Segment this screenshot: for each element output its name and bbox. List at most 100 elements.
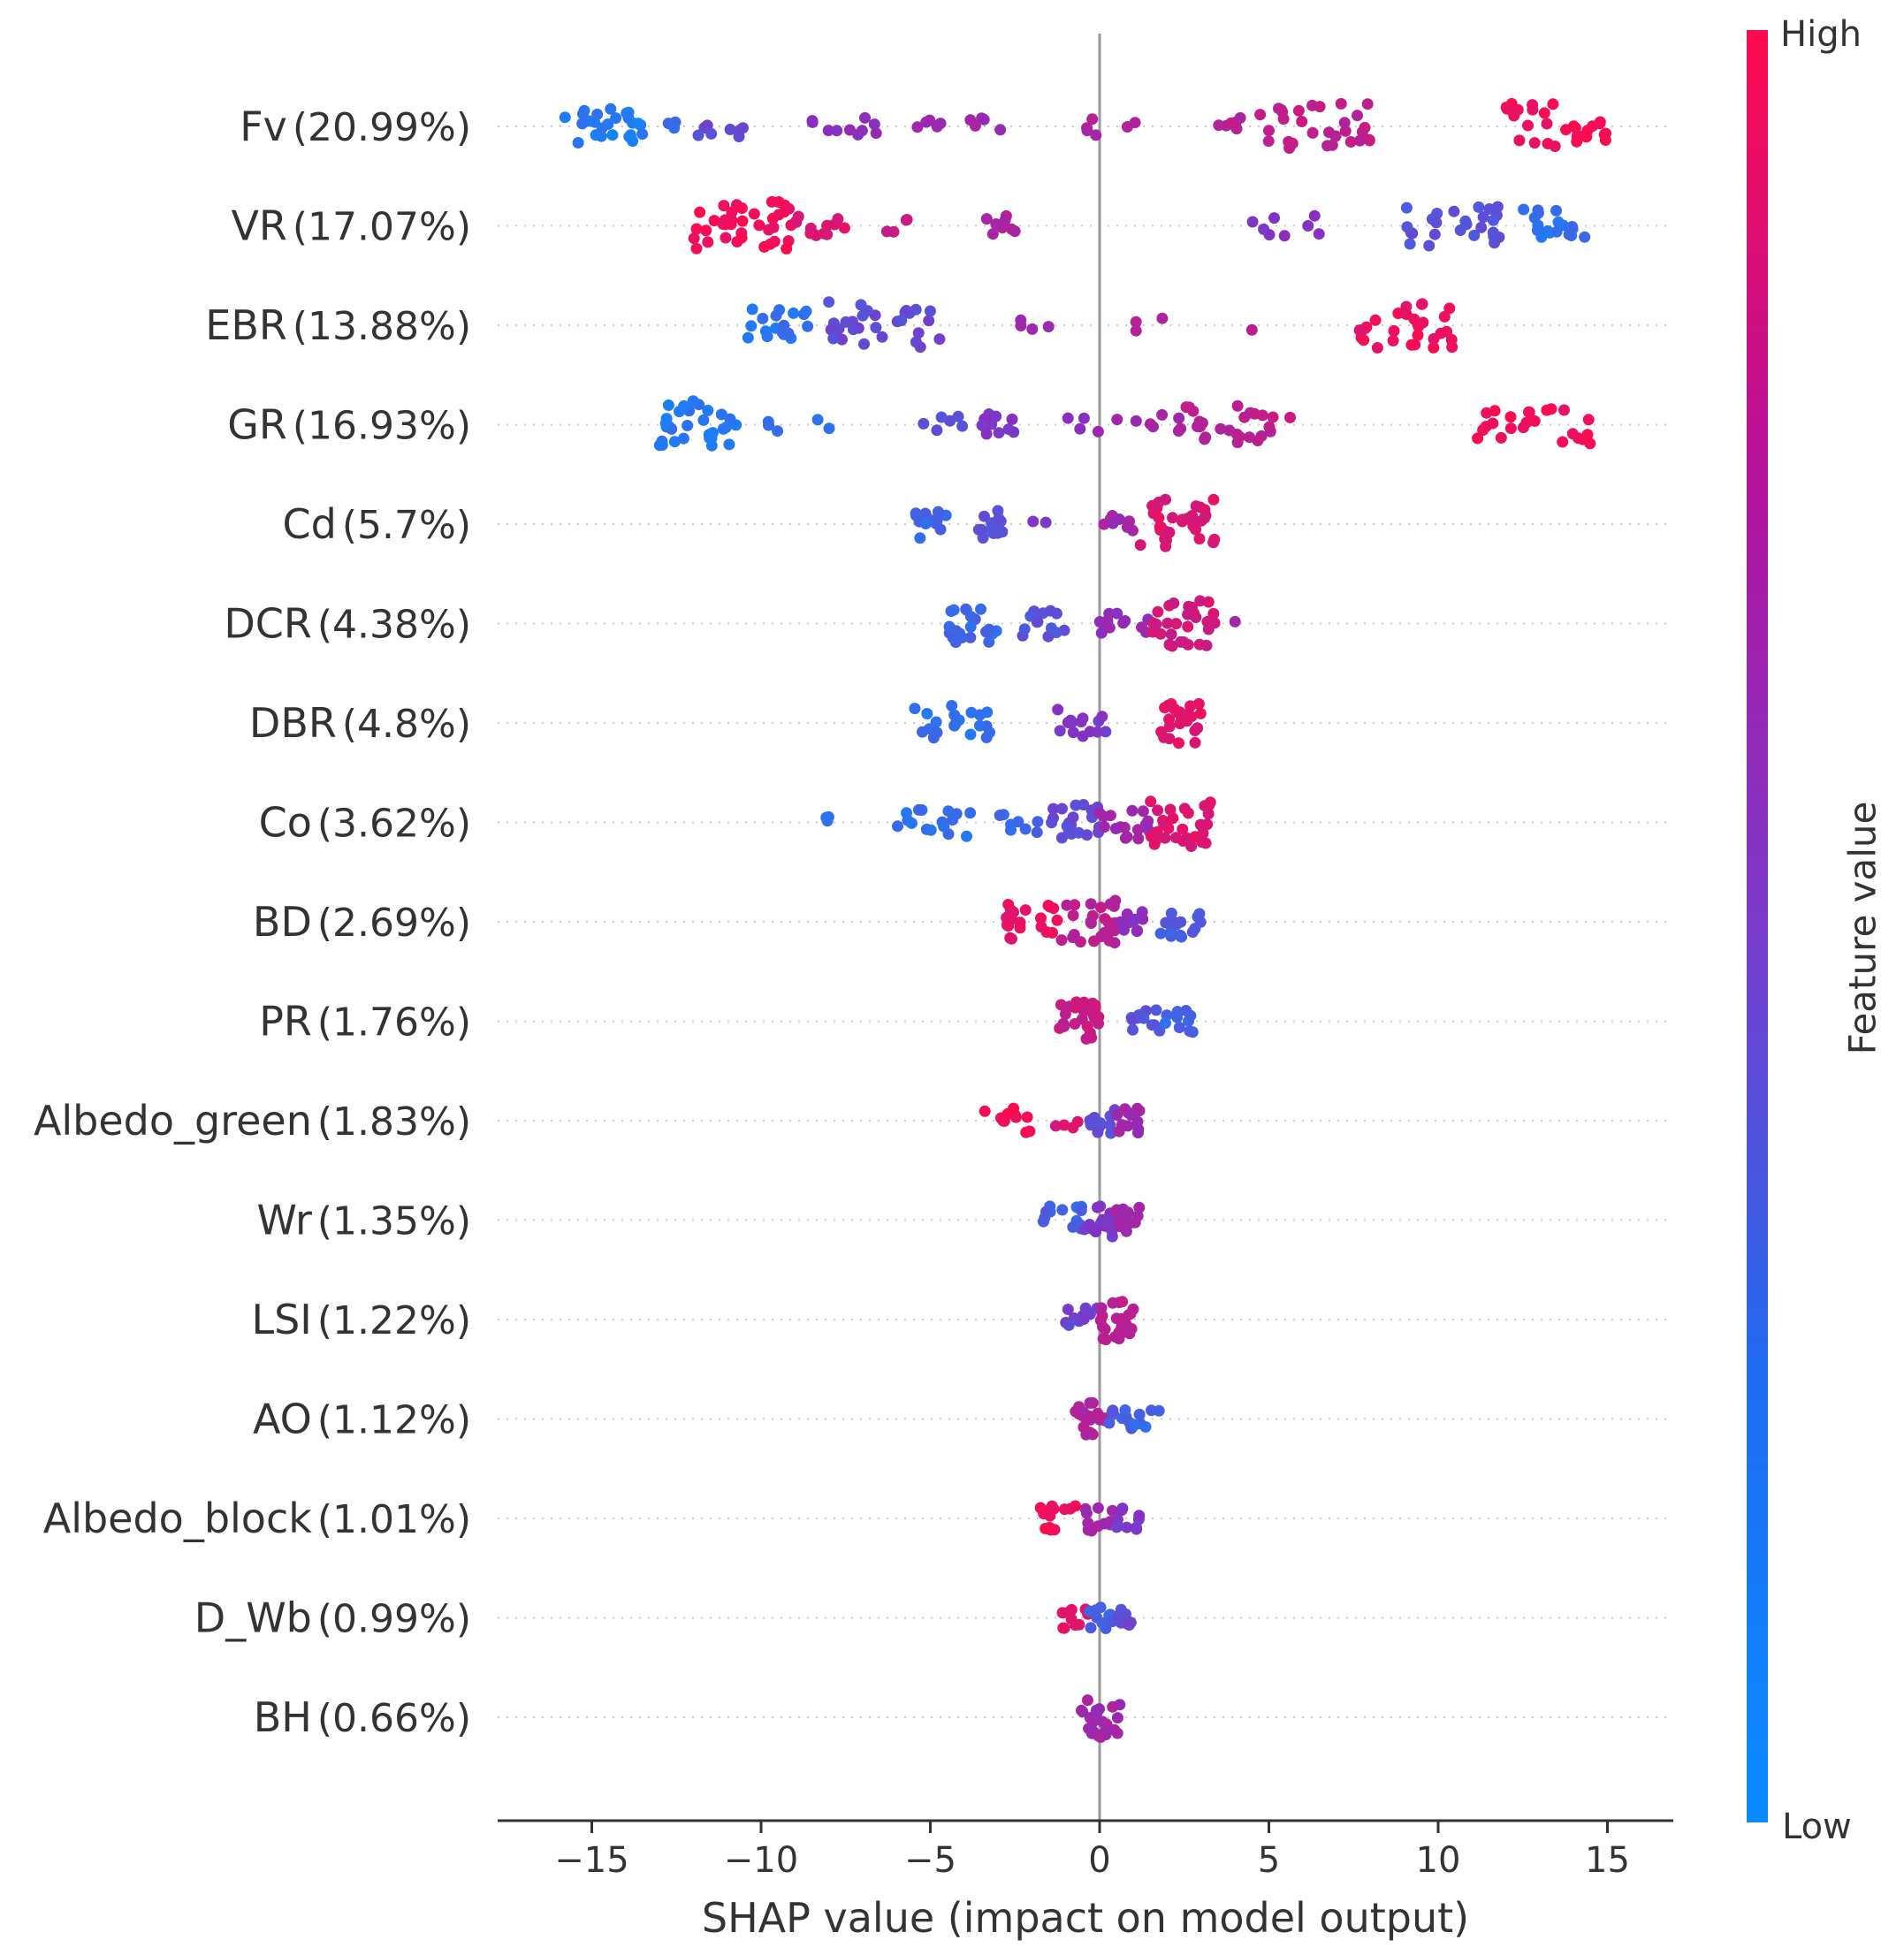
shap-point — [1339, 125, 1352, 137]
shap-point — [1069, 1619, 1081, 1632]
shap-point — [1078, 1406, 1090, 1419]
feature-name: PR — [259, 998, 312, 1046]
shap-point — [770, 309, 782, 322]
shap-point — [1058, 1020, 1070, 1032]
shap-point — [1495, 431, 1507, 444]
shap-point — [1103, 1417, 1116, 1429]
shap-point — [1363, 134, 1375, 147]
shap-point — [782, 327, 795, 339]
shap-point — [870, 127, 882, 140]
feature-name: EBR — [205, 301, 287, 349]
shap-point — [1071, 1115, 1084, 1128]
shap-point — [1032, 616, 1044, 628]
shap-point — [1061, 899, 1073, 911]
shap-point — [724, 413, 736, 425]
shap-point — [1018, 623, 1031, 635]
shap-point — [825, 323, 837, 336]
feature-label: Cd (5.7%) — [283, 500, 471, 548]
shap-point — [1042, 321, 1055, 333]
shap-point — [605, 103, 617, 115]
shap-point — [1547, 98, 1559, 110]
shap-point — [1062, 1319, 1075, 1331]
shap-point — [1019, 823, 1032, 835]
shap-point — [1026, 323, 1039, 335]
shap-point — [1084, 1219, 1096, 1230]
shap-point — [1094, 1117, 1107, 1130]
shap-point — [1126, 804, 1139, 817]
shap-point — [1161, 617, 1174, 629]
x-tick-label: 15 — [1585, 1840, 1630, 1881]
shap-point — [1306, 126, 1319, 139]
shap-point — [720, 232, 732, 244]
x-tick-label: −5 — [904, 1840, 956, 1881]
shap-point — [1121, 1521, 1133, 1533]
shap-point — [821, 228, 834, 240]
shap-point — [838, 222, 850, 234]
shap-point — [1173, 737, 1184, 749]
shap-point — [980, 213, 993, 225]
shap-point — [1096, 711, 1108, 723]
shap-point — [700, 224, 712, 237]
shap-point — [1528, 211, 1541, 224]
shap-point — [718, 200, 730, 212]
shap-point — [742, 331, 754, 344]
shap-point — [949, 718, 962, 730]
shap-point — [921, 708, 933, 719]
shap-point — [806, 115, 819, 127]
shap-point — [910, 303, 922, 316]
shap-point — [688, 232, 700, 245]
shap-point — [1062, 412, 1074, 424]
shap-point — [1400, 202, 1413, 214]
shap-point — [1428, 341, 1440, 354]
shap-point — [690, 242, 703, 255]
colorbar: High Low Feature value — [1747, 14, 1885, 1847]
shap-point — [1353, 324, 1366, 337]
shap-point — [668, 122, 681, 134]
shap-point — [1244, 431, 1255, 444]
shap-point — [1120, 1318, 1132, 1330]
shap-point — [802, 320, 814, 332]
shap-point — [1093, 1703, 1106, 1715]
shap-point — [1190, 523, 1202, 536]
shap-point — [1580, 131, 1593, 143]
shap-point — [1335, 97, 1347, 110]
shap-point — [767, 221, 780, 233]
shap-point — [737, 122, 749, 134]
shap-point — [705, 439, 718, 452]
shap-point — [919, 518, 932, 529]
shap-point — [1231, 399, 1244, 412]
shap-point — [1468, 229, 1481, 241]
shap-point — [1475, 221, 1488, 233]
shap-point — [1182, 608, 1194, 620]
feature-importance: (0.66%) — [317, 1696, 471, 1741]
shap-point — [1504, 411, 1517, 423]
shap-point — [961, 830, 972, 842]
feature-label: DBR (4.8%) — [249, 699, 471, 747]
shap-point — [1522, 119, 1534, 132]
shap-point — [1234, 111, 1246, 124]
shap-point — [1159, 1017, 1171, 1030]
shap-point — [1098, 518, 1110, 530]
shap-point — [912, 803, 925, 816]
shap-point — [1153, 512, 1165, 524]
shap-point — [931, 424, 943, 437]
shap-point — [735, 202, 748, 214]
shap-point — [1076, 1704, 1087, 1716]
shap-point — [1387, 335, 1399, 346]
shap-point — [1066, 716, 1078, 728]
shap-point — [1121, 521, 1133, 533]
shap-point — [935, 411, 948, 423]
shap-point — [1248, 407, 1260, 420]
shap-point — [1487, 214, 1499, 226]
shap-point — [876, 331, 888, 343]
shap-point — [822, 125, 834, 137]
feature-importance: (2.69%) — [317, 901, 471, 946]
shap-point — [1085, 1622, 1097, 1634]
shap-point — [1116, 1296, 1129, 1308]
shap-point — [1181, 715, 1193, 727]
shap-point — [823, 296, 835, 308]
shap-point — [823, 422, 835, 435]
shap-point — [912, 327, 925, 339]
shap-point — [983, 635, 995, 648]
shap-point — [1200, 509, 1212, 521]
